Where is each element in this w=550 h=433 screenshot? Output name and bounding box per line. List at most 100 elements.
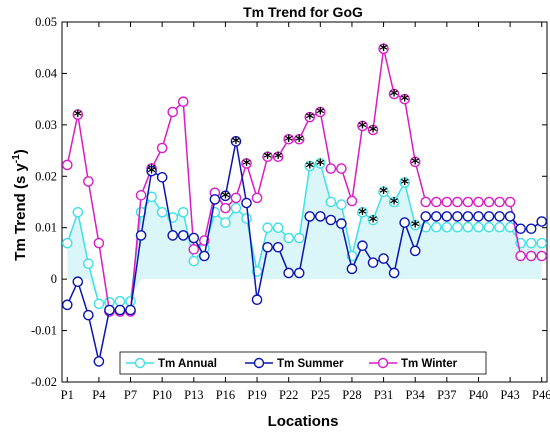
chart-title: Tm Trend for GoG — [243, 4, 363, 20]
data-point — [325, 214, 337, 226]
data-point — [367, 124, 379, 136]
data-point — [241, 197, 252, 209]
significance-asterisk: * — [379, 183, 388, 202]
data-point — [188, 255, 200, 267]
significance-asterisk: * — [358, 117, 367, 136]
data-point — [241, 213, 252, 224]
data-point — [515, 250, 526, 262]
y-tick-label: 0.02 — [35, 169, 57, 183]
shaded-bands — [67, 163, 542, 304]
data-point — [325, 196, 337, 208]
data-point — [346, 263, 358, 275]
data-point — [315, 106, 326, 118]
x-tick-label: P28 — [342, 388, 361, 402]
data-point — [536, 250, 548, 262]
significance-asterisk: * — [400, 91, 409, 110]
data-point — [378, 186, 389, 198]
data-point — [525, 223, 537, 235]
significance-asterisk: * — [147, 163, 156, 182]
data-point — [336, 163, 347, 174]
data-point — [93, 298, 105, 310]
data-point — [262, 241, 273, 253]
significance-asterisk: * — [400, 174, 409, 193]
legend-entry-tm-summer: Tm Summer — [245, 357, 344, 370]
data-point — [409, 219, 421, 231]
x-tick-label: P19 — [247, 388, 266, 402]
data-point — [441, 221, 453, 233]
x-tick-label: P25 — [311, 388, 330, 402]
data-point — [325, 163, 337, 174]
data-point — [504, 211, 516, 222]
data-point — [388, 196, 400, 208]
data-point — [462, 221, 474, 233]
significance-asterisk: * — [390, 86, 399, 105]
data-point — [494, 196, 505, 208]
data-point — [536, 216, 548, 227]
data-point — [283, 133, 294, 145]
x-tick-label: P1 — [61, 388, 74, 402]
data-point — [304, 160, 316, 172]
data-point — [483, 211, 495, 222]
series-tm-summer: *** — [61, 133, 548, 367]
data-point — [72, 276, 84, 288]
data-point — [146, 165, 157, 177]
data-point — [525, 250, 537, 262]
x-tick-label: P40 — [469, 388, 488, 402]
data-point — [420, 196, 432, 208]
significance-asterisk: * — [411, 153, 420, 172]
x-tick-label: P13 — [184, 388, 203, 402]
data-point — [83, 258, 94, 270]
data-point — [525, 237, 537, 249]
data-point — [430, 221, 442, 233]
data-point — [93, 356, 105, 367]
x-axis-ticks: P1 P4 P7 P10 P13 P16 P19 P22 P25 P28 P31 P34 P37 P40 P… — [61, 22, 550, 402]
x-tick-label: P37 — [437, 388, 456, 402]
data-point — [167, 106, 179, 118]
significance-asterisk: * — [221, 187, 230, 206]
data-point — [304, 111, 316, 123]
data-point — [114, 295, 126, 307]
significance-asterisk: * — [232, 133, 241, 152]
data-point — [230, 202, 242, 214]
data-point — [430, 211, 442, 222]
data-point — [177, 96, 189, 108]
legend: Tm Annual Tm Summer Tm Winter — [119, 351, 487, 375]
significance-asterisk: * — [274, 148, 283, 167]
data-point — [156, 142, 168, 154]
x-tick-label: P31 — [374, 388, 393, 402]
data-point — [483, 196, 495, 208]
y-axis-label-superscript: -1 — [11, 154, 22, 163]
data-point — [93, 237, 105, 249]
data-point — [230, 136, 242, 147]
y-tick-label: 0.04 — [35, 66, 58, 80]
significance-asterisk: * — [242, 155, 251, 174]
data-point — [156, 172, 168, 183]
data-point — [409, 156, 421, 168]
data-point — [293, 267, 305, 279]
data-point — [399, 93, 410, 105]
data-point — [441, 196, 453, 208]
data-point — [177, 206, 189, 218]
x-tick-label: P16 — [216, 388, 235, 402]
data-point — [61, 159, 73, 171]
data-point — [504, 196, 516, 208]
data-point — [473, 221, 484, 233]
x-tick-label: P7 — [124, 388, 137, 402]
data-point — [515, 223, 526, 235]
legend-box — [119, 351, 487, 375]
data-point — [241, 158, 252, 169]
y-axis-label-main: Tm Trend (s y — [12, 163, 29, 261]
data-point — [262, 151, 273, 163]
data-point — [388, 267, 400, 279]
significance-asterisk: * — [369, 122, 378, 141]
data-point — [452, 196, 463, 208]
data-point — [336, 199, 347, 210]
data-point — [336, 218, 347, 229]
significance-asterisk: * — [369, 212, 378, 231]
legend-swatch-marker — [377, 357, 389, 369]
significance-asterisk: * — [295, 131, 304, 150]
data-point — [220, 217, 231, 228]
data-point — [209, 194, 221, 205]
x-tick-label: P34 — [405, 388, 425, 402]
